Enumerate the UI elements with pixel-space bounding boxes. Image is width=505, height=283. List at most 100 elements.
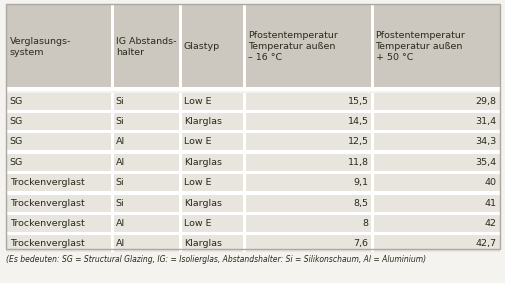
Bar	[179, 93, 182, 252]
Bar	[371, 215, 499, 232]
Bar	[244, 93, 371, 110]
Bar	[111, 4, 114, 89]
Text: Al: Al	[116, 219, 125, 228]
Bar	[6, 113, 112, 130]
Bar	[180, 4, 244, 89]
Text: 41: 41	[483, 199, 495, 208]
Bar	[112, 154, 180, 171]
Text: SG: SG	[10, 117, 23, 126]
Bar	[242, 4, 245, 89]
Bar	[371, 195, 499, 212]
Text: Trockenverglast: Trockenverglast	[10, 178, 84, 187]
Bar	[112, 133, 180, 150]
Text: (Es bedeuten: SG = Structural Glazing, IG: = Isolierglas, Abstandshalter: Si = S: (Es bedeuten: SG = Structural Glazing, I…	[6, 255, 425, 264]
Text: SG: SG	[10, 97, 23, 106]
Text: Low E: Low E	[184, 178, 211, 187]
Bar	[371, 154, 499, 171]
Bar	[6, 215, 112, 232]
Text: 14,5: 14,5	[347, 117, 368, 126]
Bar	[244, 113, 371, 130]
Text: Al: Al	[116, 137, 125, 146]
Bar	[6, 130, 499, 133]
Bar	[6, 174, 112, 191]
Bar	[6, 171, 499, 174]
Text: 42,7: 42,7	[474, 239, 495, 248]
Bar	[6, 235, 112, 252]
Text: Verglasungs-
system: Verglasungs- system	[10, 37, 71, 57]
Bar	[112, 113, 180, 130]
Bar	[371, 93, 499, 110]
Bar	[112, 215, 180, 232]
Bar	[244, 4, 371, 89]
Text: 31,4: 31,4	[474, 117, 495, 126]
Bar	[180, 195, 244, 212]
Bar	[244, 154, 371, 171]
Bar	[370, 4, 373, 89]
Bar	[112, 4, 180, 89]
Text: Pfostentemperatur
Temperatur außen
– 16 °C: Pfostentemperatur Temperatur außen – 16 …	[247, 31, 337, 62]
Bar	[180, 93, 244, 110]
Text: 29,8: 29,8	[474, 97, 495, 106]
Text: 42: 42	[483, 219, 495, 228]
Text: 8,5: 8,5	[353, 199, 368, 208]
Text: Si: Si	[116, 178, 124, 187]
Bar	[112, 93, 180, 110]
Text: Klarglas: Klarglas	[184, 199, 222, 208]
Text: Trockenverglast: Trockenverglast	[10, 219, 84, 228]
Bar	[180, 113, 244, 130]
Bar	[370, 93, 373, 252]
Bar	[111, 93, 114, 252]
Text: 15,5: 15,5	[347, 97, 368, 106]
Text: 40: 40	[483, 178, 495, 187]
Bar	[244, 215, 371, 232]
Bar	[6, 154, 112, 171]
Text: Klarglas: Klarglas	[184, 117, 222, 126]
Bar	[6, 4, 112, 89]
Bar	[6, 232, 499, 235]
Bar	[371, 235, 499, 252]
Bar	[6, 133, 112, 150]
Text: Pfostentemperatur
Temperatur außen
+ 50 °C: Pfostentemperatur Temperatur außen + 50 …	[375, 31, 465, 62]
Bar	[6, 4, 499, 249]
Text: Klarglas: Klarglas	[184, 239, 222, 248]
Bar	[244, 235, 371, 252]
Text: Al: Al	[116, 158, 125, 167]
Bar	[180, 235, 244, 252]
Text: 34,3: 34,3	[474, 137, 495, 146]
Text: Trockenverglast: Trockenverglast	[10, 239, 84, 248]
Bar	[244, 195, 371, 212]
Bar	[6, 212, 499, 215]
Bar	[244, 133, 371, 150]
Bar	[6, 110, 499, 113]
Text: SG: SG	[10, 137, 23, 146]
Bar	[244, 174, 371, 191]
Text: Si: Si	[116, 199, 124, 208]
Bar	[6, 195, 112, 212]
Bar	[180, 154, 244, 171]
Bar	[6, 191, 499, 195]
Bar	[371, 4, 499, 89]
Bar	[242, 93, 245, 252]
Text: SG: SG	[10, 158, 23, 167]
Bar	[6, 150, 499, 154]
Bar	[112, 174, 180, 191]
Text: 35,4: 35,4	[474, 158, 495, 167]
Text: Glastyp: Glastyp	[184, 42, 220, 51]
Bar	[179, 4, 182, 89]
Text: Trockenverglast: Trockenverglast	[10, 199, 84, 208]
Bar	[6, 87, 499, 91]
Text: 7,6: 7,6	[353, 239, 368, 248]
Bar	[6, 93, 112, 110]
Bar	[180, 215, 244, 232]
Text: 11,8: 11,8	[347, 158, 368, 167]
Text: 12,5: 12,5	[347, 137, 368, 146]
Bar	[112, 195, 180, 212]
Bar	[180, 174, 244, 191]
Text: Al: Al	[116, 239, 125, 248]
Text: Low E: Low E	[184, 97, 211, 106]
Text: Low E: Low E	[184, 219, 211, 228]
Text: Si: Si	[116, 117, 124, 126]
Bar	[371, 133, 499, 150]
Bar	[180, 133, 244, 150]
Bar	[112, 235, 180, 252]
